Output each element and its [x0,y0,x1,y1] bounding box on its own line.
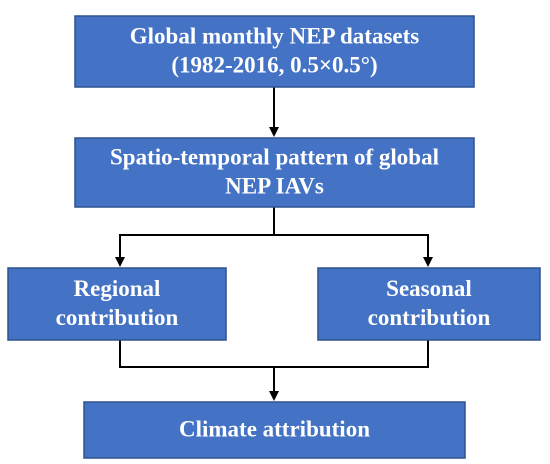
arrowhead [423,257,433,267]
arrowhead [269,127,279,137]
box [83,401,466,459]
box-label: Spatio-temporal pattern of global [110,144,439,169]
box [74,137,475,208]
box [317,267,541,341]
boxes: Global monthly NEP datasets (1982-2016, 0… [7,15,541,459]
box-label: Global monthly NEP datasets [130,23,420,48]
arrowhead [269,391,279,401]
arrowhead [115,257,125,267]
connectors [115,87,433,401]
box-label: NEP IAVs [225,173,324,198]
box-label: contribution [368,305,491,330]
box [74,15,475,88]
box-label: Seasonal [386,276,472,301]
box-label: Regional [74,276,161,301]
box-label: (1982-2016, 0.5×0.5°) [171,52,377,77]
box-label: Climate attribution [179,416,370,441]
box [7,267,227,341]
box-label: contribution [56,305,179,330]
